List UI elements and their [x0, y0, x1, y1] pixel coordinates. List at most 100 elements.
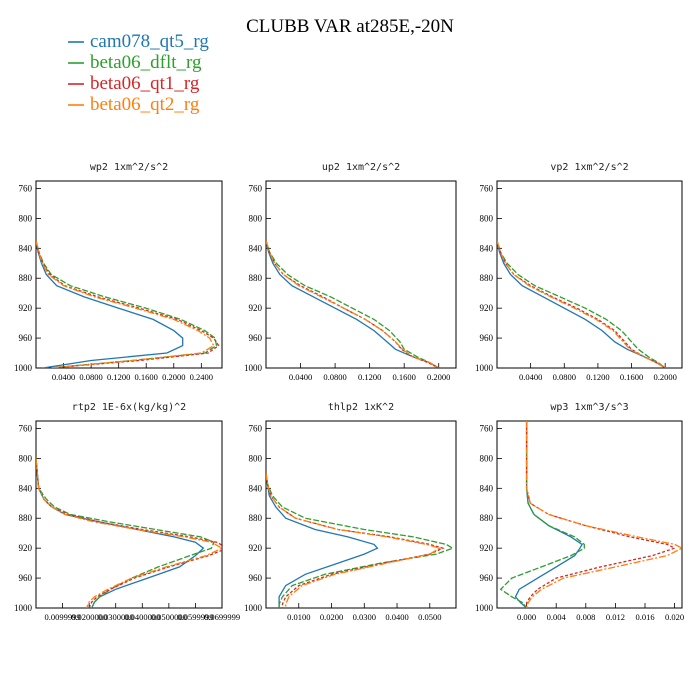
x-tick-label: 0.012 — [606, 612, 625, 622]
x-tick-label: 0.2000 — [653, 372, 676, 382]
y-tick-label: 800 — [480, 213, 494, 223]
legend-entry: beta06_qt2_rg — [90, 94, 200, 115]
y-tick-label: 800 — [19, 453, 33, 463]
y-tick-label: 880 — [249, 513, 263, 523]
x-tick-label: 0.0200000 — [71, 612, 107, 622]
x-tick-label: 0.0800 — [553, 372, 576, 382]
y-tick-label: 880 — [480, 513, 494, 523]
chart-panels: wp2 1xm^2/s^2 760 800 840 880 920 960 1000 0.040… — [14, 162, 684, 622]
series-line-beta06_qt2_rg — [266, 473, 442, 608]
plot-frame — [265, 420, 457, 609]
panel-title: vp2 1xm^2/s^2 — [550, 162, 628, 173]
x-tick-label: 0.0100 — [287, 612, 310, 622]
figure-title: CLUBB VAR at285E,-20N — [246, 16, 454, 37]
series-line-beta06_qt2_rg — [525, 421, 682, 608]
panel-title: wp3 1xm^3/s^3 — [550, 402, 628, 413]
x-tick-label: 0.1200 — [358, 372, 381, 382]
y-tick-label: 760 — [249, 423, 263, 433]
y-tick-label: 920 — [19, 303, 33, 313]
x-tick-label: 0.2000 — [162, 372, 185, 382]
series-line-beta06_qt2_rg — [36, 240, 215, 368]
y-tick-label: 800 — [249, 213, 263, 223]
y-tick-label: 800 — [249, 453, 263, 463]
x-tick-label: 0.004 — [547, 612, 567, 622]
plot-frame — [496, 420, 683, 609]
x-tick-label: 0.0699999 — [204, 612, 240, 622]
series-line-beta06_qt2_rg — [497, 240, 666, 368]
y-tick-label: 840 — [249, 243, 263, 253]
x-tick-label: 0.1200 — [107, 372, 130, 382]
x-tick-label: 0.0200 — [320, 612, 343, 622]
series-line-beta06_qt1_rg — [266, 240, 439, 368]
plot-frame — [496, 180, 683, 369]
x-tick-label: 0.0500000 — [151, 612, 187, 622]
y-tick-label: 840 — [480, 243, 494, 253]
series-line-cam078_qt5_rg — [497, 240, 666, 368]
x-tick-label: 0.1600 — [392, 372, 415, 382]
y-tick-label: 800 — [480, 453, 494, 463]
y-tick-label: 840 — [19, 483, 33, 493]
x-tick-label: 0.0400 — [519, 372, 542, 382]
y-tick-label: 760 — [19, 183, 33, 193]
series-line-beta06_dflt_rg — [266, 240, 440, 368]
y-tick-label: 880 — [19, 513, 33, 523]
y-tick-label: 1000 — [14, 363, 33, 373]
y-tick-label: 840 — [249, 483, 263, 493]
y-tick-label: 1000 — [475, 603, 494, 613]
y-tick-label: 760 — [249, 183, 263, 193]
x-tick-label: 0.1200 — [586, 372, 609, 382]
y-tick-label: 840 — [19, 243, 33, 253]
legend: cam078_qt5_rgbeta06_dflt_rgbeta06_qt1_rg… — [68, 31, 209, 115]
panel-title: thlp2 1xK^2 — [328, 402, 394, 413]
series-line-cam078_qt5_rg — [36, 240, 184, 368]
y-tick-label: 920 — [19, 543, 33, 553]
panel-title: up2 1xm^2/s^2 — [322, 162, 400, 173]
x-tick-label: 0.0400 — [289, 372, 312, 382]
y-tick-label: 760 — [480, 183, 494, 193]
y-tick-label: 800 — [19, 213, 33, 223]
y-tick-label: 1000 — [475, 363, 494, 373]
chart-panel: wp3 1xm^3/s^3 760 800 840 880 920 960 1000 0.000… — [475, 402, 684, 622]
series-line-beta06_dflt_rg — [266, 473, 455, 608]
y-tick-label: 920 — [480, 543, 494, 553]
x-tick-label: 0.2400 — [190, 372, 213, 382]
y-tick-label: 960 — [19, 333, 33, 343]
chart-panel: wp2 1xm^2/s^2 760 800 840 880 920 960 1000 0.040… — [14, 162, 223, 382]
series-line-beta06_dflt_rg — [36, 240, 218, 368]
x-tick-label: 0.1600 — [135, 372, 158, 382]
y-tick-label: 920 — [480, 303, 494, 313]
y-tick-label: 760 — [480, 423, 494, 433]
x-tick-label: 0.0400 — [385, 612, 408, 622]
y-tick-label: 960 — [480, 333, 494, 343]
x-tick-label: 0.020 — [665, 612, 684, 622]
series-line-beta06_qt2_rg — [36, 458, 222, 608]
series-line-cam078_qt5_rg — [266, 240, 440, 368]
plot-frame — [265, 180, 457, 369]
x-tick-label: 0.0400 — [52, 372, 75, 382]
panel-title: wp2 1xm^2/s^2 — [90, 162, 168, 173]
y-tick-label: 1000 — [14, 603, 33, 613]
series-line-beta06_qt2_rg — [266, 240, 440, 368]
series-line-beta06_qt1_rg — [36, 240, 220, 368]
x-tick-label: 0.2000 — [427, 372, 450, 382]
y-tick-label: 840 — [480, 483, 494, 493]
plot-frame — [35, 420, 223, 609]
y-tick-label: 880 — [19, 273, 33, 283]
x-tick-label: 0.0300 — [353, 612, 376, 622]
x-tick-label: 0.0300000 — [98, 612, 134, 622]
legend-entry: beta06_dflt_rg — [90, 52, 202, 73]
series-line-beta06_dflt_rg — [497, 240, 666, 368]
series-line-beta06_dflt_rg — [499, 421, 585, 608]
y-tick-label: 1000 — [244, 363, 263, 373]
x-tick-label: 0.0800 — [79, 372, 102, 382]
x-tick-label: 0.000 — [517, 612, 536, 622]
x-tick-label: 0.0800 — [323, 372, 346, 382]
x-tick-label: 0.0599999 — [177, 612, 213, 622]
legend-entry: cam078_qt5_rg — [90, 31, 209, 52]
chart-panel: up2 1xm^2/s^2 760 800 840 880 920 960 1000 0.040… — [244, 162, 457, 382]
y-tick-label: 960 — [480, 573, 494, 583]
y-tick-label: 880 — [249, 273, 263, 283]
y-tick-label: 880 — [480, 273, 494, 283]
chart-panel: vp2 1xm^2/s^2 760 800 840 880 920 960 1000 0.040… — [475, 162, 683, 382]
